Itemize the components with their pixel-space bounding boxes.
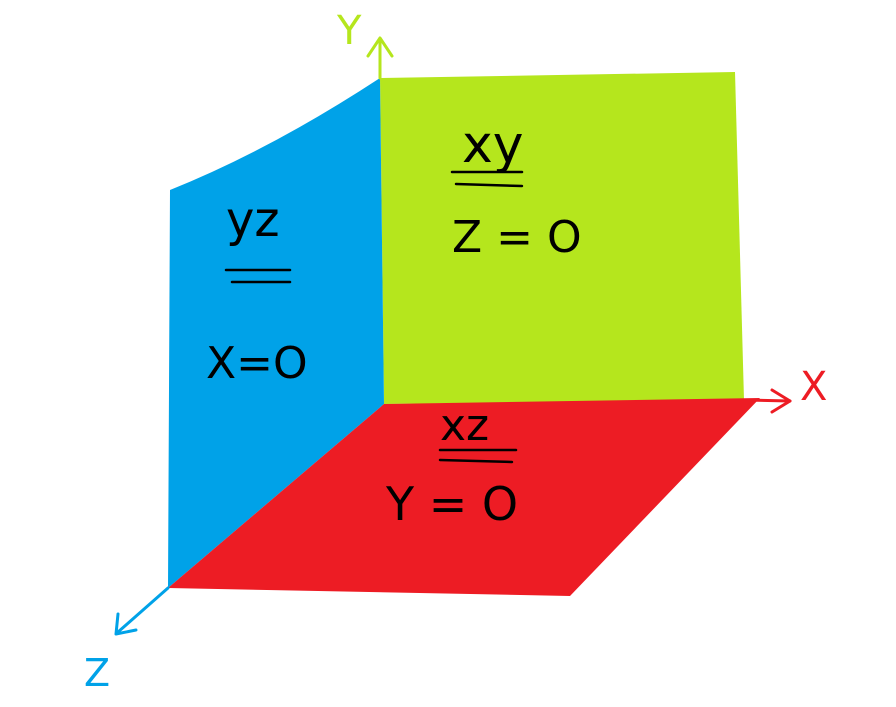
- yz-name-underline: [224, 268, 292, 284]
- z-axis: [114, 586, 170, 636]
- y-axis: [366, 36, 394, 80]
- yz-plane-name: yz: [226, 192, 280, 248]
- y-axis-label: Y: [336, 8, 362, 54]
- xz-plane: [168, 398, 760, 596]
- xy-plane-equation: Z = O: [452, 212, 582, 263]
- xz-name-underline: [438, 448, 518, 464]
- x-axis: [742, 388, 792, 414]
- xz-plane-equation: Y = O: [385, 477, 518, 531]
- xy-plane-name: xy: [462, 115, 524, 175]
- xy-plane: [380, 72, 744, 404]
- yz-plane-equation: X=O: [206, 338, 308, 389]
- xz-plane-name: xz: [440, 400, 489, 451]
- xy-name-underline: [450, 170, 524, 188]
- yz-plane: [168, 78, 384, 588]
- z-axis-label: Z: [84, 651, 110, 695]
- x-axis-label: X: [800, 364, 827, 410]
